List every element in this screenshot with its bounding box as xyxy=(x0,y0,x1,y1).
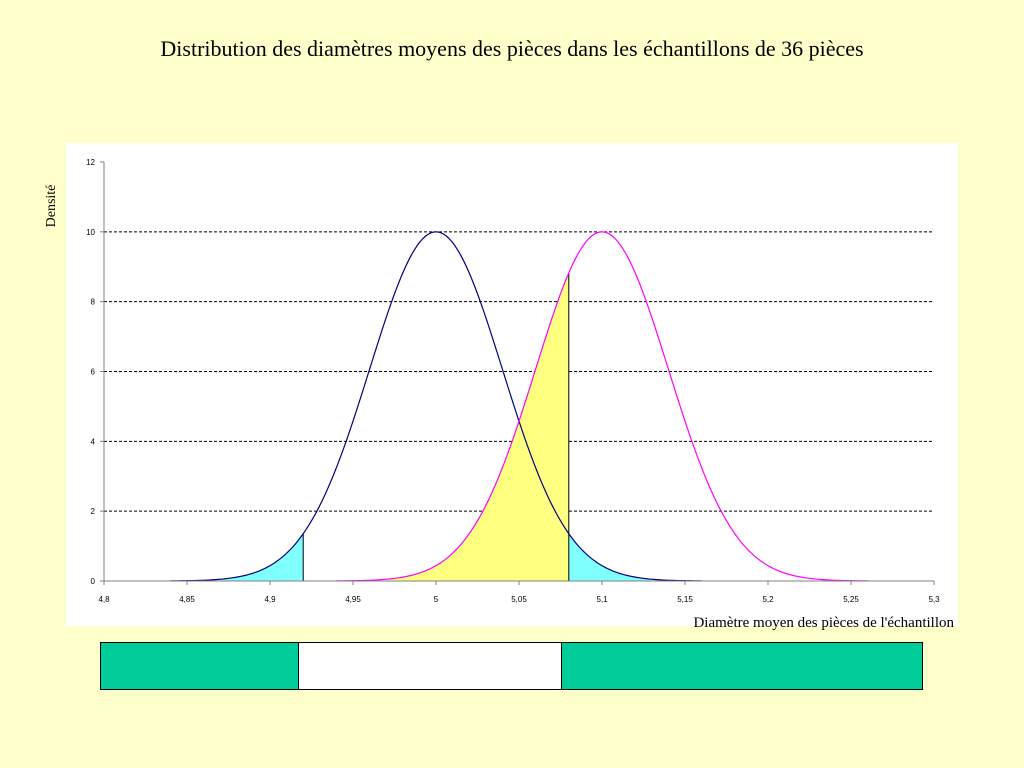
shaded-region xyxy=(568,533,652,581)
density-curve xyxy=(336,231,868,582)
density-curve xyxy=(170,231,702,582)
x-tick-label: 4,8 xyxy=(98,595,110,604)
x-axis-label: Diamètre moyen des pièces de l'échantill… xyxy=(693,615,954,631)
x-tick-label: 5,3 xyxy=(928,595,940,604)
density-curves xyxy=(170,231,868,582)
shaded-region xyxy=(220,533,304,581)
shaded-region xyxy=(386,272,569,581)
y-tick-label: 12 xyxy=(86,158,95,167)
decision-band-segment xyxy=(100,642,299,690)
y-tick-label: 10 xyxy=(86,228,95,237)
y-tick-label: 0 xyxy=(91,577,96,586)
y-tick-label: 8 xyxy=(91,298,96,307)
x-tick-label: 4,85 xyxy=(179,595,195,604)
decision-band-segment xyxy=(297,642,562,690)
x-tick-label: 5,2 xyxy=(762,595,774,604)
decision-band-segment xyxy=(560,642,923,690)
x-tick-label: 5,15 xyxy=(677,595,693,604)
slide-title: Distribution des diamètres moyens des pi… xyxy=(160,36,864,61)
x-tick-label: 5,25 xyxy=(843,595,859,604)
x-tick-label: 4,95 xyxy=(345,595,361,604)
x-tick-label: 5 xyxy=(434,595,439,604)
x-tick-label: 5,1 xyxy=(596,595,608,604)
x-tick-label: 4,9 xyxy=(264,595,276,604)
y-tick-label: 6 xyxy=(91,368,96,377)
x-tick-label: 5,05 xyxy=(511,595,527,604)
shaded-regions xyxy=(220,272,652,581)
y-tick-label: 4 xyxy=(91,437,96,446)
axes: 0 2 4 6 8 10 12 4,8 4,85 4,9 4,95 5 5,05 5,1 5,15 5,2 5,… xyxy=(86,158,940,604)
y-axis-label: Densité xyxy=(44,184,59,228)
y-tick-label: 2 xyxy=(91,507,96,516)
